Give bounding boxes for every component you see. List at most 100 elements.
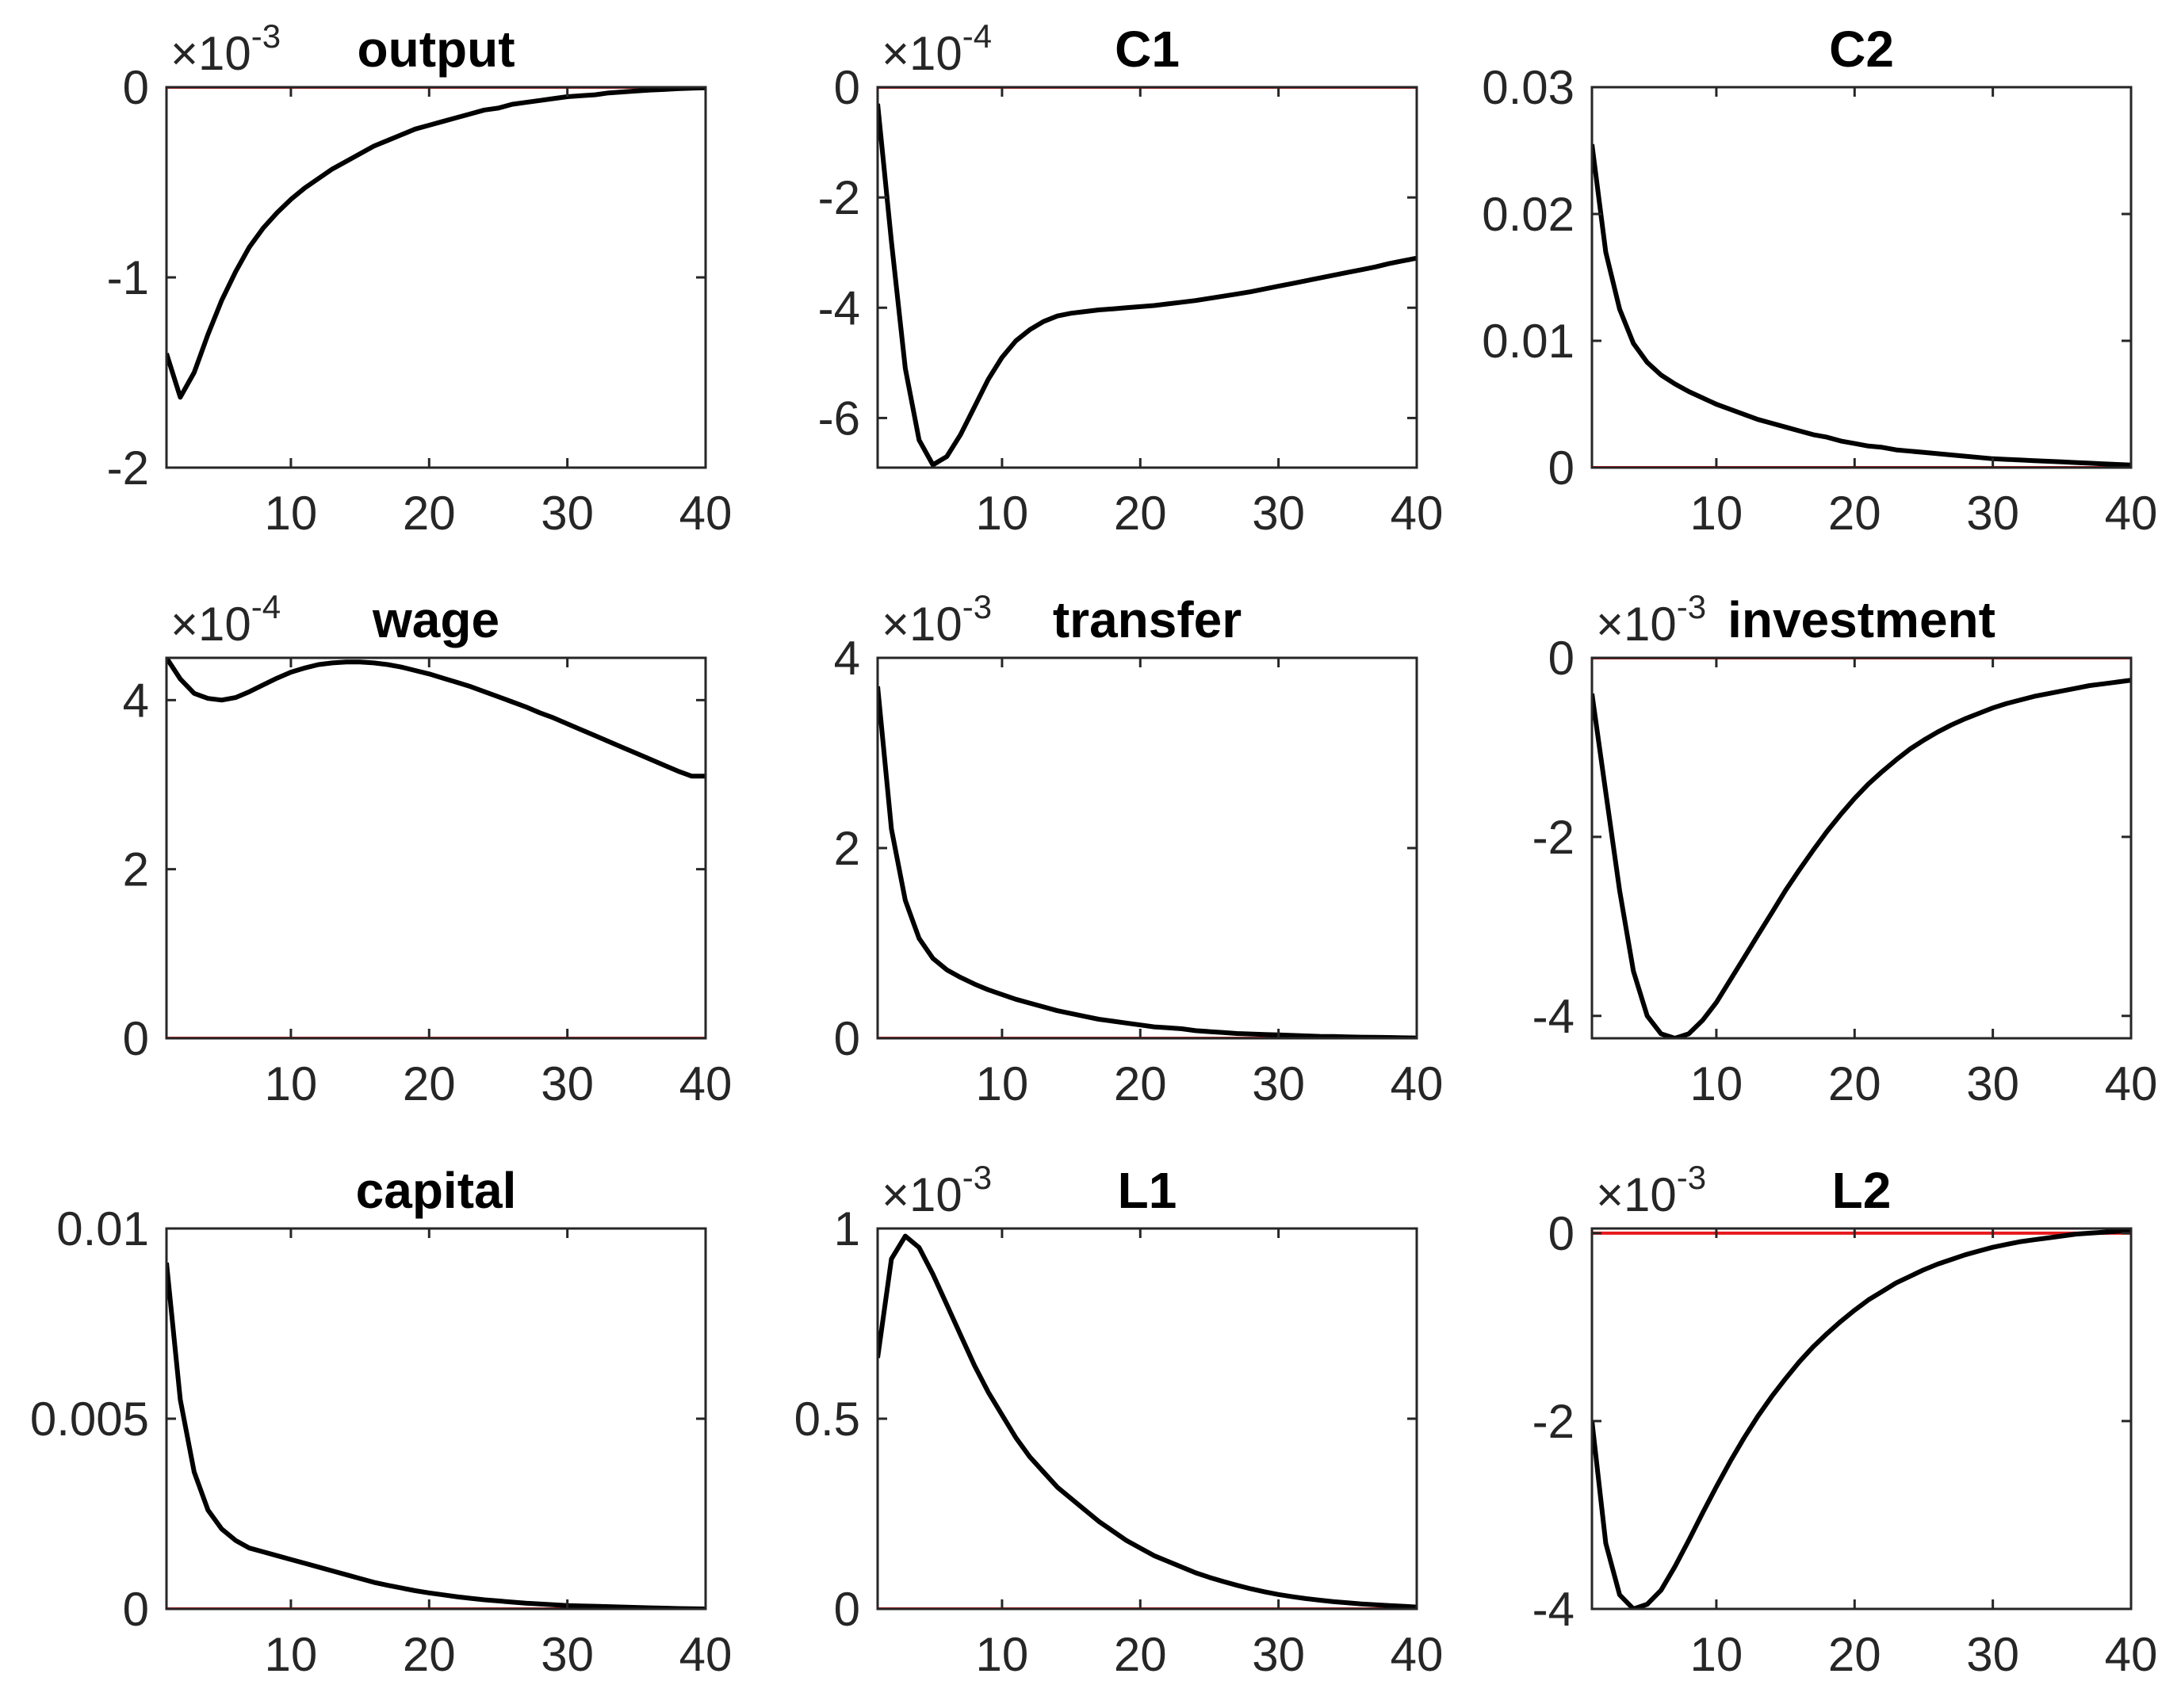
y-tick-label-capital-2: 0.01 [56, 1202, 149, 1255]
panel-title-capital: capital [356, 1162, 517, 1219]
x-tick-label-l1-40: 40 [1391, 1628, 1444, 1681]
y-tick-label-capital-1: 0.005 [30, 1393, 149, 1446]
x-tick-label-wage-30: 30 [541, 1057, 594, 1110]
panel-title-transfer: transfer [1053, 591, 1242, 648]
y-tick-label-output-2: -2 [107, 441, 149, 495]
y-tick-label-l2-0: 0 [1548, 1207, 1575, 1260]
x-tick-label-c2-20: 20 [1828, 487, 1881, 540]
x-tick-label-output-30: 30 [541, 487, 594, 540]
x-tick-label-output-20: 20 [403, 487, 456, 540]
y-tick-label-transfer-1: 2 [834, 822, 860, 875]
x-tick-label-c2-10: 10 [1690, 487, 1743, 540]
x-tick-label-transfer-40: 40 [1391, 1057, 1444, 1110]
exponent-label-c1: ×10-4 [882, 17, 992, 80]
x-tick-label-investment-40: 40 [2105, 1057, 2158, 1110]
panel-title-l1: L1 [1118, 1162, 1177, 1219]
y-tick-label-c2-0: 0 [1548, 441, 1575, 495]
exponent-label-transfer: ×10-3 [882, 588, 992, 651]
x-tick-label-l2-20: 20 [1828, 1628, 1881, 1681]
x-tick-label-investment-10: 10 [1690, 1057, 1743, 1110]
panel-title-output: output [358, 21, 515, 78]
y-tick-label-wage-2: 4 [123, 674, 149, 727]
x-tick-label-l1-30: 30 [1252, 1628, 1305, 1681]
x-tick-label-output-40: 40 [679, 487, 733, 540]
exponent-label-l2: ×10-3 [1596, 1159, 1706, 1221]
panel-title-c2: C2 [1829, 21, 1894, 78]
panel-output: 10 20 30 40 0 -1 -2 ×10-3 output [107, 17, 733, 540]
y-tick-label-l2-2: -4 [1532, 1583, 1575, 1636]
x-tick-label-l2-40: 40 [2105, 1628, 2158, 1681]
y-tick-label-investment-0: 0 [1548, 632, 1575, 685]
y-tick-label-wage-0: 0 [123, 1012, 149, 1065]
response-line-wage [166, 658, 706, 779]
y-tick-label-transfer-2: 4 [834, 632, 860, 685]
x-tick-label-transfer-30: 30 [1252, 1057, 1305, 1110]
exponent-label-investment: ×10-3 [1596, 588, 1706, 651]
y-tick-label-c2-1: 0.01 [1482, 315, 1575, 368]
y-tick-label-l2-1: -2 [1532, 1395, 1575, 1448]
y-tick-label-l1-1: 0.5 [794, 1393, 860, 1446]
x-tick-label-transfer-10: 10 [976, 1057, 1029, 1110]
y-tick-label-c1-2: -4 [818, 281, 860, 334]
panel-title-wage: wage [372, 591, 499, 648]
exponent-label-wage: ×10-4 [170, 588, 281, 651]
panel-c1: 10 20 30 40 0 -2 -4 -6 ×10-4 C1 [818, 17, 1444, 540]
y-tick-label-l1-0: 0 [834, 1583, 860, 1636]
exponent-label-output: ×10-3 [170, 17, 281, 80]
response-line-transfer [878, 686, 1417, 1038]
panel-c2: 10 20 30 40 0 0.01 0.02 0.03 C2 [1482, 21, 2157, 540]
axes-box-c1 [876, 86, 1418, 469]
panel-wage: 10 20 30 40 0 2 4 ×10-4 wage [123, 588, 733, 1110]
y-tick-label-investment-1: -2 [1532, 811, 1575, 864]
response-line-l1 [878, 1233, 1417, 1609]
x-tick-label-capital-40: 40 [679, 1628, 733, 1681]
response-line-capital [166, 1262, 706, 1609]
y-tick-label-c1-1: -2 [818, 171, 860, 224]
x-tick-label-investment-30: 30 [1966, 1057, 2019, 1110]
axes-box-c2 [1590, 86, 2133, 469]
x-tick-label-capital-30: 30 [541, 1628, 594, 1681]
response-line-output [166, 87, 706, 400]
y-tick-label-wage-1: 2 [123, 843, 149, 896]
x-tick-label-wage-20: 20 [403, 1057, 456, 1110]
axes-box-investment [1590, 656, 2133, 1040]
panel-title-investment: investment [1728, 591, 1995, 648]
y-tick-label-c1-3: -6 [818, 392, 860, 445]
x-tick-label-c1-10: 10 [976, 487, 1029, 540]
y-tick-label-c2-3: 0.03 [1482, 61, 1575, 114]
x-tick-label-investment-20: 20 [1828, 1057, 1881, 1110]
x-tick-label-l1-10: 10 [976, 1628, 1029, 1681]
response-line-l2 [1592, 1228, 2131, 1609]
y-tick-label-c2-2: 0.02 [1482, 188, 1575, 241]
y-tick-label-output-1: -1 [107, 251, 149, 304]
y-tick-label-capital-0: 0 [123, 1583, 149, 1636]
x-tick-label-c2-40: 40 [2105, 487, 2158, 540]
y-tick-label-transfer-0: 0 [834, 1012, 860, 1065]
x-tick-label-capital-10: 10 [265, 1628, 318, 1681]
panel-capital: 10 20 30 40 0 0.005 0.01 capital [30, 1162, 733, 1681]
axes-box-l2 [1590, 1227, 2133, 1611]
panel-title-l2: L2 [1832, 1162, 1892, 1219]
x-tick-label-transfer-20: 20 [1114, 1057, 1167, 1110]
y-tick-label-c1-0: 0 [834, 61, 860, 114]
x-tick-label-c1-30: 30 [1252, 487, 1305, 540]
x-tick-label-wage-40: 40 [679, 1057, 733, 1110]
response-line-investment [1592, 678, 2131, 1038]
x-tick-label-c2-30: 30 [1966, 487, 2019, 540]
x-tick-label-output-10: 10 [265, 487, 318, 540]
panel-title-c1: C1 [1115, 21, 1180, 78]
x-tick-label-l1-20: 20 [1114, 1628, 1167, 1681]
axes-box-wage [165, 656, 707, 1040]
panel-investment: 10 20 30 40 0 -2 -4 ×10-3 investment [1532, 588, 2158, 1110]
panel-transfer: 10 20 30 40 0 2 4 ×10-3 transfer [834, 588, 1444, 1110]
x-tick-label-capital-20: 20 [403, 1628, 456, 1681]
y-tick-label-investment-2: -4 [1532, 990, 1575, 1043]
x-tick-label-l2-10: 10 [1690, 1628, 1743, 1681]
response-line-c2 [1592, 143, 2131, 468]
y-tick-label-output-0: 0 [123, 61, 149, 114]
x-tick-label-wage-10: 10 [265, 1057, 318, 1110]
exponent-label-l1: ×10-3 [882, 1159, 992, 1221]
x-tick-label-c1-20: 20 [1114, 487, 1167, 540]
